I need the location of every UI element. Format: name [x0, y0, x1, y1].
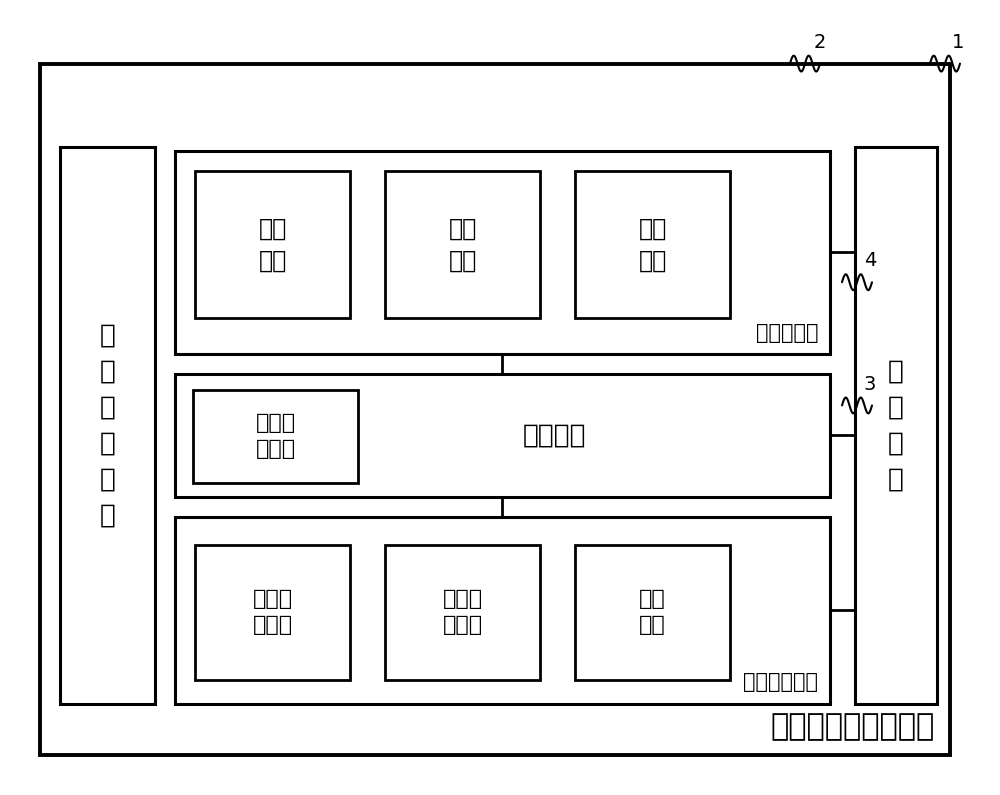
Bar — [175, 151, 830, 354]
Text: 额度调
用明细: 额度调 用明细 — [442, 589, 483, 635]
Text: 其
它
逻
辑
模
块: 其 它 逻 辑 模 块 — [100, 322, 115, 529]
Bar — [60, 147, 155, 704]
Text: 消费条
件控制: 消费条 件控制 — [255, 413, 296, 460]
Text: 非联网数据处理装置: 非联网数据处理装置 — [771, 712, 935, 741]
Text: 额度设
定明细: 额度设 定明细 — [252, 589, 293, 635]
Text: 4: 4 — [864, 251, 876, 270]
Text: 电子钱包: 电子钱包 — [523, 422, 587, 448]
Text: 消费
明细: 消费 明细 — [639, 589, 666, 635]
Bar — [175, 517, 830, 704]
Text: 自充值模块: 自充值模块 — [756, 323, 818, 343]
Text: 充值
控制: 充值 控制 — [638, 217, 667, 272]
Text: 3: 3 — [864, 374, 876, 394]
Bar — [385, 545, 540, 680]
Text: 交
互
接
口: 交 互 接 口 — [888, 359, 904, 492]
Bar — [195, 171, 350, 318]
Bar — [40, 64, 950, 755]
Bar — [385, 171, 540, 318]
Bar — [195, 545, 350, 680]
Text: 2: 2 — [814, 33, 826, 52]
Text: 额度
设定: 额度 设定 — [258, 217, 287, 272]
Bar — [575, 171, 730, 318]
Bar — [855, 147, 937, 704]
Text: 1: 1 — [952, 33, 964, 52]
Bar — [575, 545, 730, 680]
Bar — [193, 390, 358, 483]
Text: 额度
调用: 额度 调用 — [448, 217, 477, 272]
Text: 明细记录模块: 明细记录模块 — [743, 673, 818, 692]
Bar — [175, 374, 830, 497]
